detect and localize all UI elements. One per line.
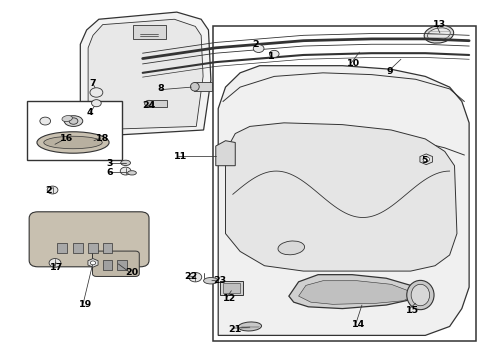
Text: 20: 20: [125, 268, 139, 277]
Text: 4: 4: [87, 108, 93, 117]
Bar: [74, 243, 83, 253]
Ellipse shape: [40, 117, 50, 125]
Text: 5: 5: [421, 156, 428, 165]
Ellipse shape: [69, 118, 78, 124]
Polygon shape: [225, 123, 457, 271]
Text: 16: 16: [60, 134, 73, 143]
Polygon shape: [420, 154, 433, 165]
Bar: [103, 243, 113, 253]
Text: 2: 2: [252, 40, 259, 49]
Bar: [88, 243, 98, 253]
Text: 10: 10: [347, 59, 361, 68]
Polygon shape: [88, 258, 98, 267]
Text: 7: 7: [89, 79, 96, 88]
Ellipse shape: [270, 50, 279, 58]
Polygon shape: [298, 281, 413, 304]
Ellipse shape: [37, 132, 109, 153]
Text: 18: 18: [97, 134, 110, 143]
FancyBboxPatch shape: [29, 212, 149, 267]
Text: 8: 8: [157, 84, 164, 93]
Polygon shape: [88, 19, 203, 130]
Ellipse shape: [203, 278, 218, 284]
Text: 24: 24: [143, 101, 156, 110]
Text: 13: 13: [433, 20, 446, 29]
Text: 14: 14: [352, 320, 366, 329]
Bar: [222, 283, 240, 293]
Ellipse shape: [238, 322, 262, 331]
Text: 19: 19: [79, 300, 93, 309]
Bar: [194, 82, 212, 91]
Text: 6: 6: [106, 168, 113, 177]
Bar: [213, 26, 476, 341]
Polygon shape: [216, 141, 235, 166]
Bar: [220, 282, 243, 295]
Ellipse shape: [278, 241, 305, 255]
Text: 2: 2: [45, 186, 52, 195]
Polygon shape: [289, 275, 420, 309]
Ellipse shape: [121, 160, 130, 166]
Ellipse shape: [92, 100, 101, 107]
Text: 15: 15: [406, 306, 419, 315]
Ellipse shape: [189, 273, 202, 282]
Ellipse shape: [253, 45, 264, 53]
Text: 1: 1: [269, 52, 275, 61]
Ellipse shape: [423, 157, 430, 162]
Ellipse shape: [90, 88, 103, 97]
Ellipse shape: [428, 28, 450, 41]
Text: 11: 11: [174, 152, 188, 161]
Polygon shape: [80, 12, 211, 137]
FancyBboxPatch shape: [93, 251, 139, 276]
Text: 23: 23: [213, 276, 226, 285]
Ellipse shape: [424, 25, 454, 43]
Bar: [57, 243, 67, 253]
Text: 17: 17: [50, 263, 63, 272]
Ellipse shape: [120, 167, 131, 175]
Bar: [103, 260, 113, 270]
Text: 22: 22: [184, 272, 197, 281]
Text: 3: 3: [106, 159, 113, 168]
Ellipse shape: [127, 171, 136, 175]
Bar: [147, 100, 167, 108]
Ellipse shape: [145, 100, 153, 107]
Polygon shape: [218, 66, 469, 336]
Bar: [117, 260, 127, 270]
Text: 21: 21: [228, 325, 241, 334]
Ellipse shape: [407, 280, 434, 310]
Ellipse shape: [64, 116, 83, 126]
Ellipse shape: [90, 261, 96, 265]
Ellipse shape: [47, 186, 58, 194]
Text: 9: 9: [386, 67, 393, 76]
Bar: [133, 25, 166, 39]
Bar: [27, 102, 122, 160]
Text: 12: 12: [223, 294, 236, 303]
Ellipse shape: [411, 284, 430, 306]
Ellipse shape: [49, 258, 61, 267]
Ellipse shape: [62, 116, 73, 122]
Ellipse shape: [44, 136, 102, 149]
Ellipse shape: [191, 82, 199, 91]
